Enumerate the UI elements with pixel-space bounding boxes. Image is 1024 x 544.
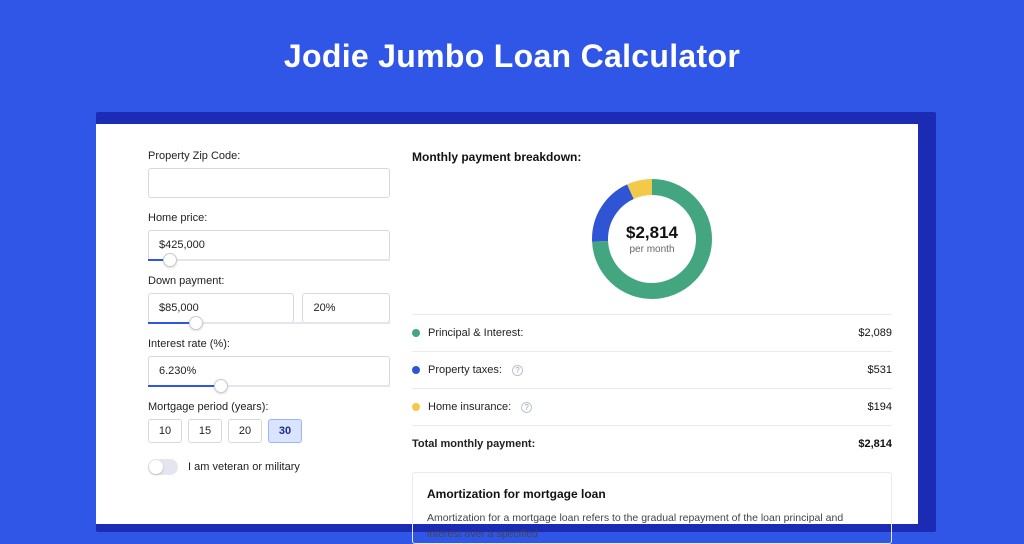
veteran-toggle-knob (149, 460, 163, 474)
breakdown-item-label: Home insurance: (428, 401, 511, 413)
mortgage-period-group: Mortgage period (years): 10 15 20 30 (148, 401, 390, 443)
info-icon[interactable]: ? (521, 402, 532, 413)
breakdown-item-label: Property taxes: (428, 364, 502, 376)
amortization-title: Amortization for mortgage loan (427, 487, 877, 501)
down-payment-label: Down payment: (148, 275, 390, 287)
mortgage-period-label: Mortgage period (years): (148, 401, 390, 413)
interest-rate-group: Interest rate (%): (148, 338, 390, 387)
home-price-group: Home price: (148, 212, 390, 261)
amortization-text: Amortization for a mortgage loan refers … (427, 511, 877, 543)
breakdown-row-insurance: Home insurance: ? $194 (412, 388, 892, 425)
donut-center: $2,814 per month (591, 178, 713, 300)
donut-chart: $2,814 per month (591, 178, 713, 300)
interest-rate-slider-fill (148, 385, 221, 387)
zip-group: Property Zip Code: (148, 150, 390, 198)
home-price-label: Home price: (148, 212, 390, 224)
zip-label: Property Zip Code: (148, 150, 390, 162)
donut-center-value: $2,814 (626, 223, 678, 243)
breakdown-row-principal: Principal & Interest: $2,089 (412, 314, 892, 351)
breakdown-item-value: $531 (868, 364, 892, 376)
breakdown-column: Monthly payment breakdown: $2,814 per mo… (412, 150, 892, 524)
period-option-30[interactable]: 30 (268, 419, 302, 443)
interest-rate-slider[interactable] (148, 385, 390, 387)
veteran-label: I am veteran or military (188, 461, 300, 473)
down-payment-amount-input[interactable] (148, 293, 294, 323)
breakdown-item-value: $2,089 (858, 327, 892, 339)
mortgage-period-options: 10 15 20 30 (148, 419, 390, 443)
period-option-10[interactable]: 10 (148, 419, 182, 443)
breakdown-item-label: Principal & Interest: (428, 327, 523, 339)
veteran-row: I am veteran or military (148, 459, 390, 475)
calculator-panel: Property Zip Code: Home price: Down paym… (96, 124, 918, 524)
interest-rate-input[interactable] (148, 356, 390, 386)
dot-icon (412, 329, 420, 337)
home-price-slider-handle[interactable] (163, 253, 177, 267)
page-title: Jodie Jumbo Loan Calculator (0, 0, 1024, 101)
period-option-20[interactable]: 20 (228, 419, 262, 443)
donut-center-sub: per month (629, 244, 674, 255)
down-payment-slider-handle[interactable] (189, 316, 203, 330)
dot-icon (412, 366, 420, 374)
down-payment-pct-input[interactable] (302, 293, 390, 323)
breakdown-total-value: $2,814 (858, 438, 892, 450)
inputs-column: Property Zip Code: Home price: Down paym… (148, 150, 390, 524)
breakdown-row-taxes: Property taxes: ? $531 (412, 351, 892, 388)
amortization-card: Amortization for mortgage loan Amortizat… (412, 472, 892, 544)
info-icon[interactable]: ? (512, 365, 523, 376)
home-price-slider[interactable] (148, 259, 390, 261)
donut-chart-wrap: $2,814 per month (412, 174, 892, 314)
veteran-toggle[interactable] (148, 459, 178, 475)
breakdown-title: Monthly payment breakdown: (412, 150, 892, 164)
breakdown-total-label: Total monthly payment: (412, 438, 535, 450)
down-payment-slider[interactable] (148, 322, 390, 324)
zip-input[interactable] (148, 168, 390, 198)
breakdown-item-value: $194 (868, 401, 892, 413)
period-option-15[interactable]: 15 (188, 419, 222, 443)
dot-icon (412, 403, 420, 411)
interest-rate-slider-handle[interactable] (214, 379, 228, 393)
interest-rate-label: Interest rate (%): (148, 338, 390, 350)
down-payment-group: Down payment: (148, 275, 390, 324)
home-price-input[interactable] (148, 230, 390, 260)
breakdown-row-total: Total monthly payment: $2,814 (412, 425, 892, 462)
